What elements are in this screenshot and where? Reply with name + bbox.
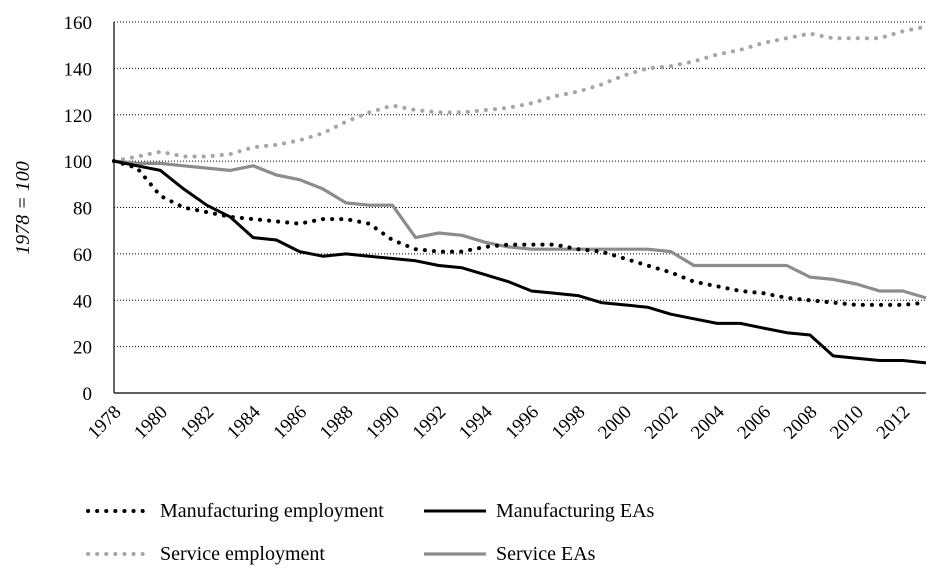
y-tick-label: 120	[64, 106, 93, 127]
y-tick-labels: 0 20 40 60 80 100 120 140 160	[64, 13, 93, 405]
series-line-manufacturing-employment	[112, 159, 928, 307]
x-tick-label: 1998	[548, 402, 590, 444]
legend-label: Service EAs	[496, 543, 596, 565]
y-axis-title: 1978 = 100	[12, 161, 34, 255]
series-line-manufacturing-eas	[113, 159, 927, 365]
x-tick-label: 1980	[130, 402, 172, 444]
x-tick-label: 1988	[316, 402, 358, 444]
x-tick-label: 2010	[826, 402, 868, 444]
x-tick-label: 1990	[362, 402, 404, 444]
legend-label: Manufacturing employment	[160, 500, 384, 522]
x-tick-label: 1982	[177, 402, 219, 444]
y-tick-label: 40	[73, 291, 92, 312]
x-tick-labels: 1978 1980 1982 1984 1986 1988 1990 1992 1994 1996…	[84, 401, 915, 443]
x-tick-label: 1992	[409, 402, 451, 444]
x-tick-label: 2002	[641, 402, 683, 444]
x-tick-label: 1984	[223, 401, 265, 443]
series-line-service-employment	[112, 24, 928, 164]
series-lines	[112, 24, 928, 365]
y-tick-label: 160	[64, 13, 93, 34]
y-tick-label: 100	[64, 152, 93, 173]
y-tick-label: 0	[83, 384, 93, 405]
x-tick-label: 2000	[594, 402, 636, 444]
x-tick-label: 2006	[733, 402, 775, 444]
x-tick-label: 1996	[501, 402, 543, 444]
legend: Manufacturing employment Manufacturing EA…	[86, 500, 655, 565]
x-tick-label: 1986	[269, 402, 311, 444]
x-tick-label: 2004	[687, 401, 729, 443]
x-tick-label: 2008	[780, 402, 822, 444]
x-tick-label: 1994	[455, 401, 497, 443]
legend-label: Service employment	[160, 543, 325, 565]
axes	[113, 22, 926, 394]
series-line-service-eas	[113, 159, 927, 300]
y-tick-label: 20	[73, 338, 92, 359]
x-tick-label: 2012	[873, 402, 915, 444]
y-tick-label: 60	[73, 245, 92, 266]
y-tick-label: 140	[64, 59, 93, 80]
gridlines	[114, 21, 926, 348]
x-tick-label: 1978	[84, 402, 126, 444]
legend-label: Manufacturing EAs	[496, 500, 655, 522]
y-tick-label: 80	[73, 199, 92, 220]
